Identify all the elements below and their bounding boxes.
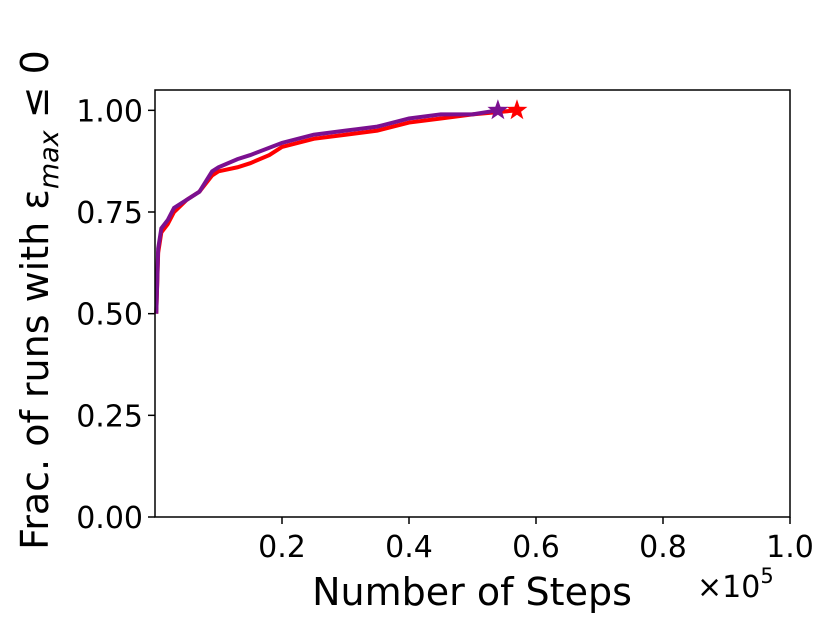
offset-base: ×10 [697,570,760,605]
x-tick-label: 0.6 [512,530,560,565]
x-tick-label: 1.0 [766,530,814,565]
x-offset-label: ×105 [697,564,774,605]
x-tick-label: 0.8 [639,530,687,565]
x-axis-label: Number of Steps [312,570,632,614]
y-tick-label: 0.25 [76,399,143,434]
series-line [154,108,499,314]
y-tick-label: 0.75 [76,196,143,231]
y-tick-label: 0.50 [76,298,143,333]
y-tick-label: 1.00 [76,94,143,129]
x-tick-label: 0.4 [385,530,433,565]
plot-frame [154,89,791,518]
y-label-suffix: ≤ 0 [13,50,57,130]
y-axis-label: Frac. of runs with εmax ≤ 0 [13,50,65,550]
y-label-sub: max [34,129,65,189]
y-label-prefix: Frac. of runs with ε [13,189,57,550]
end-marker [506,99,528,120]
y-tick-label: 0.00 [76,501,143,536]
series-line [154,108,518,314]
x-tick-label: 0.2 [258,530,306,565]
offset-exp: 5 [760,564,773,588]
end-marker [487,99,509,120]
